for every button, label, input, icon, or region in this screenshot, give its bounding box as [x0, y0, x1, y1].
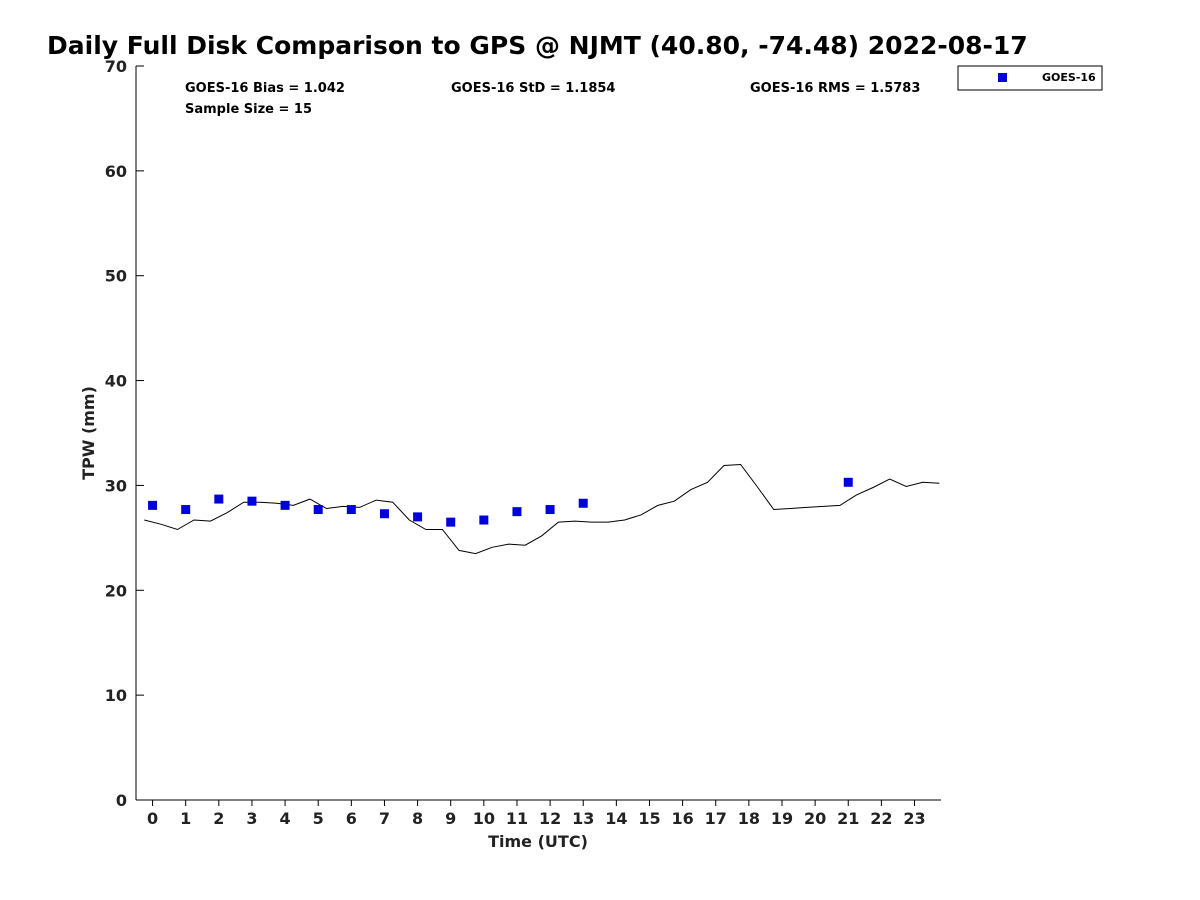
x-tick-label: 15 — [638, 809, 660, 828]
y-ticks: 0 10 20 30 40 50 60 70 — [105, 57, 144, 810]
x-tick-label: 22 — [870, 809, 892, 828]
data-point — [479, 515, 489, 525]
chart-title: Daily Full Disk Comparison to GPS @ NJMT… — [47, 31, 1028, 60]
x-axis-label: Time (UTC) — [488, 832, 588, 851]
y-tick-label: 0 — [116, 791, 127, 810]
y-tick-label: 30 — [105, 476, 127, 495]
data-point — [578, 498, 588, 508]
legend-label-goes16: GOES-16 — [1042, 71, 1096, 84]
x-tick-label: 1 — [180, 809, 191, 828]
data-point — [379, 509, 389, 519]
data-point — [843, 477, 853, 487]
y-tick-label: 50 — [105, 267, 127, 286]
x-ticks: 0 1 2 3 4 5 6 7 8 9 10 11 12 13 14 15 16 17 18 19 20 21 22 23 — [147, 800, 926, 828]
y-tick-label: 40 — [105, 372, 127, 391]
x-tick-label: 3 — [246, 809, 257, 828]
data-point — [181, 505, 191, 515]
x-tick-label: 7 — [379, 809, 390, 828]
y-axis-label: TPW (mm) — [79, 386, 98, 480]
x-tick-label: 19 — [771, 809, 793, 828]
x-tick-label: 0 — [147, 809, 158, 828]
x-tick-label: 21 — [837, 809, 859, 828]
y-tick-label: 60 — [105, 162, 127, 181]
y-tick-label: 20 — [105, 581, 127, 600]
x-tick-label: 20 — [804, 809, 826, 828]
x-tick-label: 4 — [280, 809, 291, 828]
stat-rms: GOES-16 RMS = 1.5783 — [750, 81, 920, 96]
plot-points — [148, 477, 853, 527]
y-tick-label: 10 — [105, 686, 127, 705]
stat-bias: GOES-16 Bias = 1.042 — [185, 81, 345, 96]
data-point — [313, 505, 323, 515]
x-tick-label: 18 — [738, 809, 760, 828]
x-tick-label: 6 — [346, 809, 357, 828]
x-tick-label: 14 — [605, 809, 627, 828]
data-point — [346, 505, 356, 515]
data-point — [545, 505, 555, 515]
x-tick-label: 9 — [445, 809, 456, 828]
x-tick-label: 8 — [412, 809, 423, 828]
data-point — [247, 496, 257, 506]
stat-std: GOES-16 StD = 1.1854 — [451, 81, 615, 96]
data-point — [214, 494, 224, 504]
legend-marker-goes16 — [998, 73, 1007, 82]
x-tick-label: 2 — [213, 809, 224, 828]
y-tick-label: 70 — [105, 57, 127, 76]
x-tick-label: 13 — [572, 809, 594, 828]
x-tick-label: 11 — [506, 809, 528, 828]
plot-lines — [144, 463, 940, 555]
x-tick-label: 10 — [473, 809, 495, 828]
x-tick-label: 23 — [903, 809, 925, 828]
legend: GOES-16 — [957, 65, 1103, 91]
data-point — [413, 512, 423, 522]
x-tick-label: 5 — [313, 809, 324, 828]
x-tick-label: 16 — [671, 809, 693, 828]
stat-sample-size: Sample Size = 15 — [185, 102, 312, 117]
axes — [135, 66, 941, 801]
x-tick-label: 12 — [539, 809, 561, 828]
gps-line — [144, 463, 940, 555]
data-point — [280, 500, 290, 510]
legend-box — [957, 65, 1103, 91]
data-point — [148, 500, 158, 510]
x-tick-label: 17 — [705, 809, 727, 828]
data-point — [512, 507, 522, 517]
data-point — [446, 517, 456, 527]
